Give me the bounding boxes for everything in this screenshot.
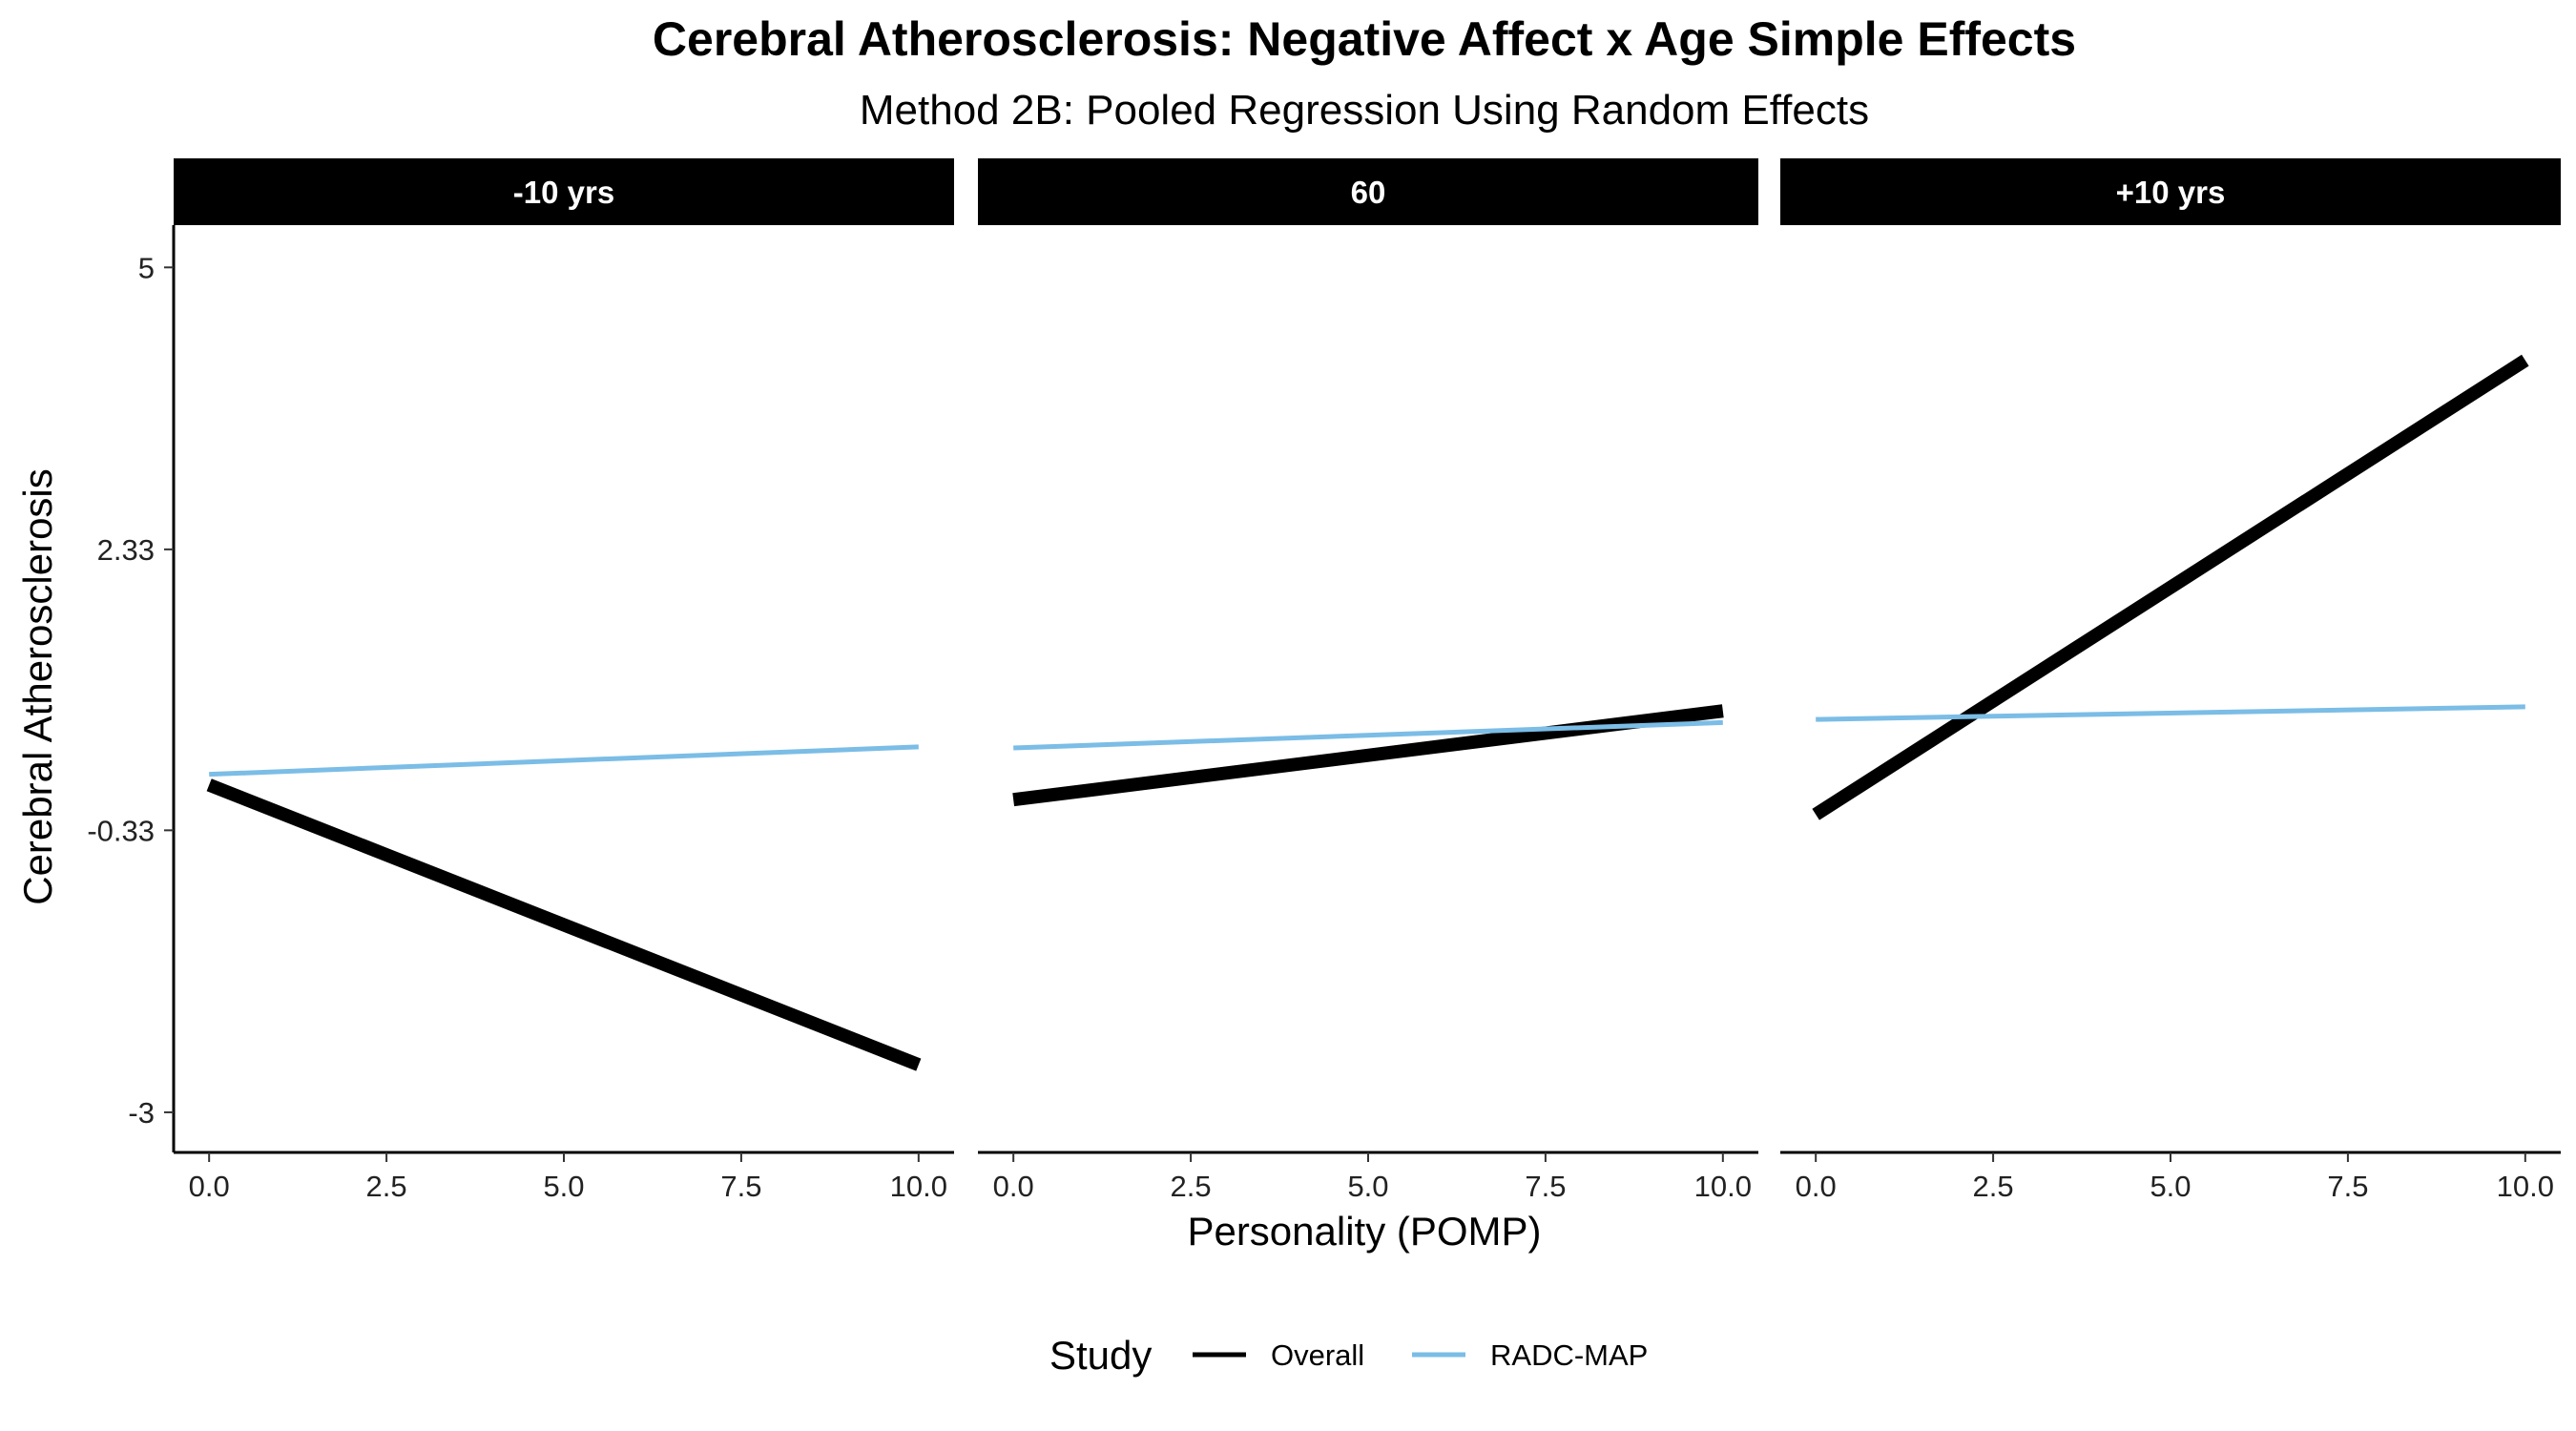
- x-tick-label: 0.0: [993, 1170, 1034, 1203]
- series-line-radc-map: [1013, 719, 1723, 751]
- x-tick-label: 2.5: [1171, 1170, 1212, 1203]
- series-line-radc-map: [209, 744, 919, 778]
- facet-strip-label: +10 yrs: [2116, 175, 2226, 210]
- x-tick-label: 0.0: [1796, 1170, 1837, 1203]
- legend-label-overall: Overall: [1271, 1338, 1364, 1372]
- y-tick-label: 2.33: [97, 533, 155, 567]
- x-tick-label: 5.0: [1347, 1170, 1388, 1203]
- series-line-radc-map: [1816, 704, 2525, 722]
- legend-label-radc-map: RADC-MAP: [1490, 1338, 1648, 1372]
- series-line-overall: [1812, 354, 2529, 820]
- x-tick-label: 10.0: [890, 1170, 947, 1203]
- y-axis-title: Cerebral Atherosclerosis: [15, 468, 60, 905]
- facet-panel: -10 yrs 0.0 2.5 5.0 7.5 10.0: [174, 158, 954, 1203]
- chart-title: Cerebral Atherosclerosis: Negative Affec…: [653, 12, 2076, 66]
- series-line-overall: [206, 778, 922, 1071]
- y-tick-label: -3: [128, 1096, 155, 1130]
- facet-strip: [978, 158, 1758, 225]
- x-tick-label: 5.0: [543, 1170, 584, 1203]
- chart-subtitle: Method 2B: Pooled Regression Using Rando…: [860, 87, 1869, 134]
- x-tick-label: 5.0: [2150, 1170, 2191, 1203]
- x-tick-label: 10.0: [2497, 1170, 2554, 1203]
- facet-panels: -10 yrs 0.0 2.5 5.0 7.5 10.0 60 0.0 2.5 5.0 7.5 10.…: [174, 158, 2561, 1203]
- x-tick-label: 2.5: [366, 1170, 407, 1203]
- x-tick-label: 7.5: [2327, 1170, 2368, 1203]
- legend: Study Overall RADC-MAP: [1049, 1333, 1648, 1378]
- x-tick-label: 7.5: [720, 1170, 761, 1203]
- y-tick-label: -0.33: [87, 814, 155, 847]
- facet-panel: 60 0.0 2.5 5.0 7.5 10.0: [978, 158, 1758, 1203]
- facet-strip: [174, 158, 954, 225]
- legend-title: Study: [1049, 1333, 1152, 1378]
- y-axis: -3 -0.33 2.33 5: [87, 225, 176, 1152]
- x-tick-label: 0.0: [189, 1170, 230, 1203]
- facet-strip-label: -10 yrs: [513, 175, 614, 210]
- facet-strip-label: 60: [1351, 175, 1386, 210]
- x-tick-label: 2.5: [1973, 1170, 2014, 1203]
- x-tick-label: 7.5: [1525, 1170, 1566, 1203]
- facet-panel: +10 yrs 0.0 2.5 5.0 7.5 10.0: [1780, 158, 2561, 1203]
- facet-strip: [1780, 158, 2561, 225]
- y-tick-label: 5: [138, 251, 155, 284]
- x-axis-title: Personality (POMP): [1187, 1209, 1541, 1254]
- x-tick-label: 10.0: [1694, 1170, 1752, 1203]
